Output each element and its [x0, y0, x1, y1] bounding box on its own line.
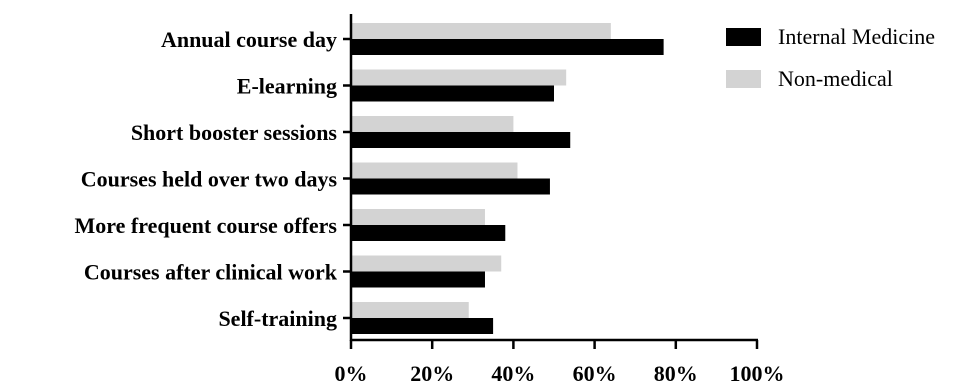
bar-internal-medicine-3	[351, 178, 550, 195]
x-tick-label: 40%	[491, 361, 535, 385]
legend-swatch-non-medical	[726, 70, 761, 88]
category-label: Courses after clinical work	[84, 260, 338, 285]
legend-swatch-internal-medicine	[726, 28, 761, 46]
x-tick-label: 80%	[654, 361, 698, 385]
category-label: Courses held over two days	[81, 167, 338, 192]
bar-non-medical-2	[351, 116, 514, 132]
legend-label: Internal Medicine	[778, 24, 935, 49]
bar-non-medical-5	[351, 255, 502, 272]
category-label: More frequent course offers	[75, 213, 338, 238]
category-label: Annual course day	[161, 27, 337, 52]
x-tick-label: 100%	[730, 361, 785, 385]
bar-internal-medicine-4	[351, 225, 506, 241]
x-tick-label: 0%	[335, 361, 368, 385]
category-label: E-learning	[237, 74, 337, 99]
category-label: Self-training	[218, 306, 337, 331]
bar-non-medical-3	[351, 162, 518, 179]
bar-internal-medicine-0	[351, 39, 664, 55]
bar-non-medical-4	[351, 209, 485, 225]
bar-internal-medicine-2	[351, 132, 571, 148]
bar-internal-medicine-6	[351, 318, 494, 334]
bar-non-medical-1	[351, 69, 567, 86]
bar-internal-medicine-5	[351, 271, 485, 288]
category-label: Short booster sessions	[131, 120, 338, 145]
x-tick-label: 20%	[410, 361, 454, 385]
legend-label: Non-medical	[778, 66, 893, 91]
bar-non-medical-0	[351, 23, 611, 39]
bar-internal-medicine-1	[351, 85, 554, 102]
bar-non-medical-6	[351, 302, 469, 318]
x-tick-label: 60%	[573, 361, 617, 385]
